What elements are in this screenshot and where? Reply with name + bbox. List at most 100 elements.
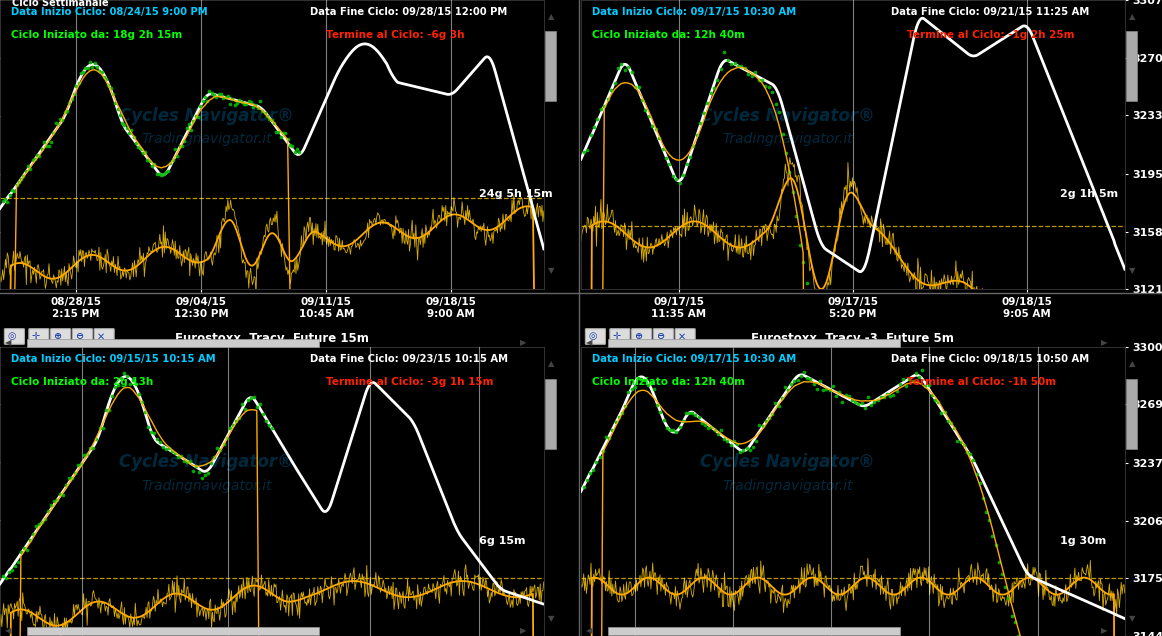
Point [578, 145, 596, 155]
Point [80, 57, 99, 67]
Point [191, 101, 209, 111]
Text: ◎: ◎ [588, 331, 596, 342]
Point [21, 535, 40, 545]
Point [259, 420, 278, 431]
Point [932, 408, 951, 418]
Point [101, 83, 120, 93]
Point [103, 88, 122, 99]
Point [216, 92, 235, 102]
Point [188, 112, 207, 122]
Point [594, 446, 612, 456]
Point [910, 372, 928, 382]
Point [718, 436, 737, 446]
Point [676, 408, 695, 418]
Point [591, 104, 610, 114]
Point [740, 445, 759, 455]
Point [129, 142, 148, 152]
Point [574, 482, 593, 492]
Bar [27, 627, 320, 635]
Text: ◀: ◀ [587, 626, 593, 635]
Point [45, 497, 64, 507]
Point [602, 85, 621, 95]
Point [157, 443, 175, 453]
Point [51, 489, 70, 499]
Point [773, 128, 791, 139]
Text: Ciclo Iniziato da: 12h 40m: Ciclo Iniziato da: 12h 40m [591, 31, 745, 40]
Point [884, 391, 903, 401]
Point [23, 155, 42, 165]
Point [263, 424, 281, 434]
Text: Ciclo Iniziato da: 2g 13h: Ciclo Iniziato da: 2g 13h [10, 377, 153, 387]
Text: ▼: ▼ [1128, 614, 1135, 623]
Point [0, 195, 12, 205]
Point [877, 389, 896, 399]
Point [77, 63, 95, 73]
Point [961, 449, 980, 459]
Point [84, 443, 102, 453]
Point [162, 158, 180, 168]
Text: ▲: ▲ [547, 11, 554, 20]
Point [155, 169, 173, 179]
Point [670, 422, 689, 432]
Point [715, 46, 733, 57]
Point [916, 381, 934, 391]
Point [225, 100, 244, 111]
Point [948, 436, 967, 446]
Point [251, 95, 270, 106]
Point [0, 567, 19, 577]
Point [166, 144, 185, 155]
Text: Tradingnavigator.it: Tradingnavigator.it [723, 478, 853, 492]
Text: Data Fine Ciclo: 09/23/15 10:15 AM: Data Fine Ciclo: 09/23/15 10:15 AM [310, 354, 508, 364]
Text: ✕: ✕ [98, 331, 106, 342]
Point [890, 379, 909, 389]
Point [63, 94, 81, 104]
Point [253, 106, 272, 116]
Point [33, 144, 51, 155]
Point [145, 159, 164, 169]
Bar [545, 31, 557, 101]
Point [121, 379, 139, 389]
Point [702, 422, 720, 432]
Point [253, 408, 272, 418]
Point [722, 439, 740, 450]
Point [23, 529, 42, 539]
Point [63, 473, 81, 483]
Point [70, 78, 88, 88]
Point [702, 88, 720, 99]
Point [6, 561, 24, 571]
Point [811, 376, 830, 386]
Point [581, 130, 600, 140]
Point [903, 377, 921, 387]
Point [218, 91, 237, 101]
Text: Data Fine Ciclo: 09/28/15 12:00 PM: Data Fine Ciclo: 09/28/15 12:00 PM [310, 7, 508, 17]
Point [928, 398, 947, 408]
Point [667, 427, 686, 437]
Point [7, 180, 26, 190]
Point [590, 452, 609, 462]
Point [786, 375, 804, 385]
Point [289, 148, 308, 158]
Point [658, 423, 676, 433]
Point [804, 379, 823, 389]
Point [597, 432, 616, 442]
Point [833, 397, 852, 407]
Text: Termine al Ciclo: -6g 3h: Termine al Ciclo: -6g 3h [327, 31, 465, 40]
Text: ▼: ▼ [547, 266, 554, 275]
Point [862, 399, 881, 410]
Text: ◎: ◎ [7, 331, 15, 342]
Point [223, 94, 242, 104]
Point [131, 144, 150, 155]
Point [798, 373, 817, 383]
Point [756, 81, 775, 91]
Point [734, 445, 753, 455]
Point [285, 147, 303, 157]
Point [115, 120, 134, 130]
FancyBboxPatch shape [586, 329, 605, 344]
Point [763, 86, 782, 97]
Point [654, 415, 673, 425]
Point [588, 114, 607, 124]
Point [227, 416, 245, 426]
Point [51, 114, 70, 124]
Text: ◀: ◀ [587, 338, 593, 347]
Point [0, 572, 15, 583]
